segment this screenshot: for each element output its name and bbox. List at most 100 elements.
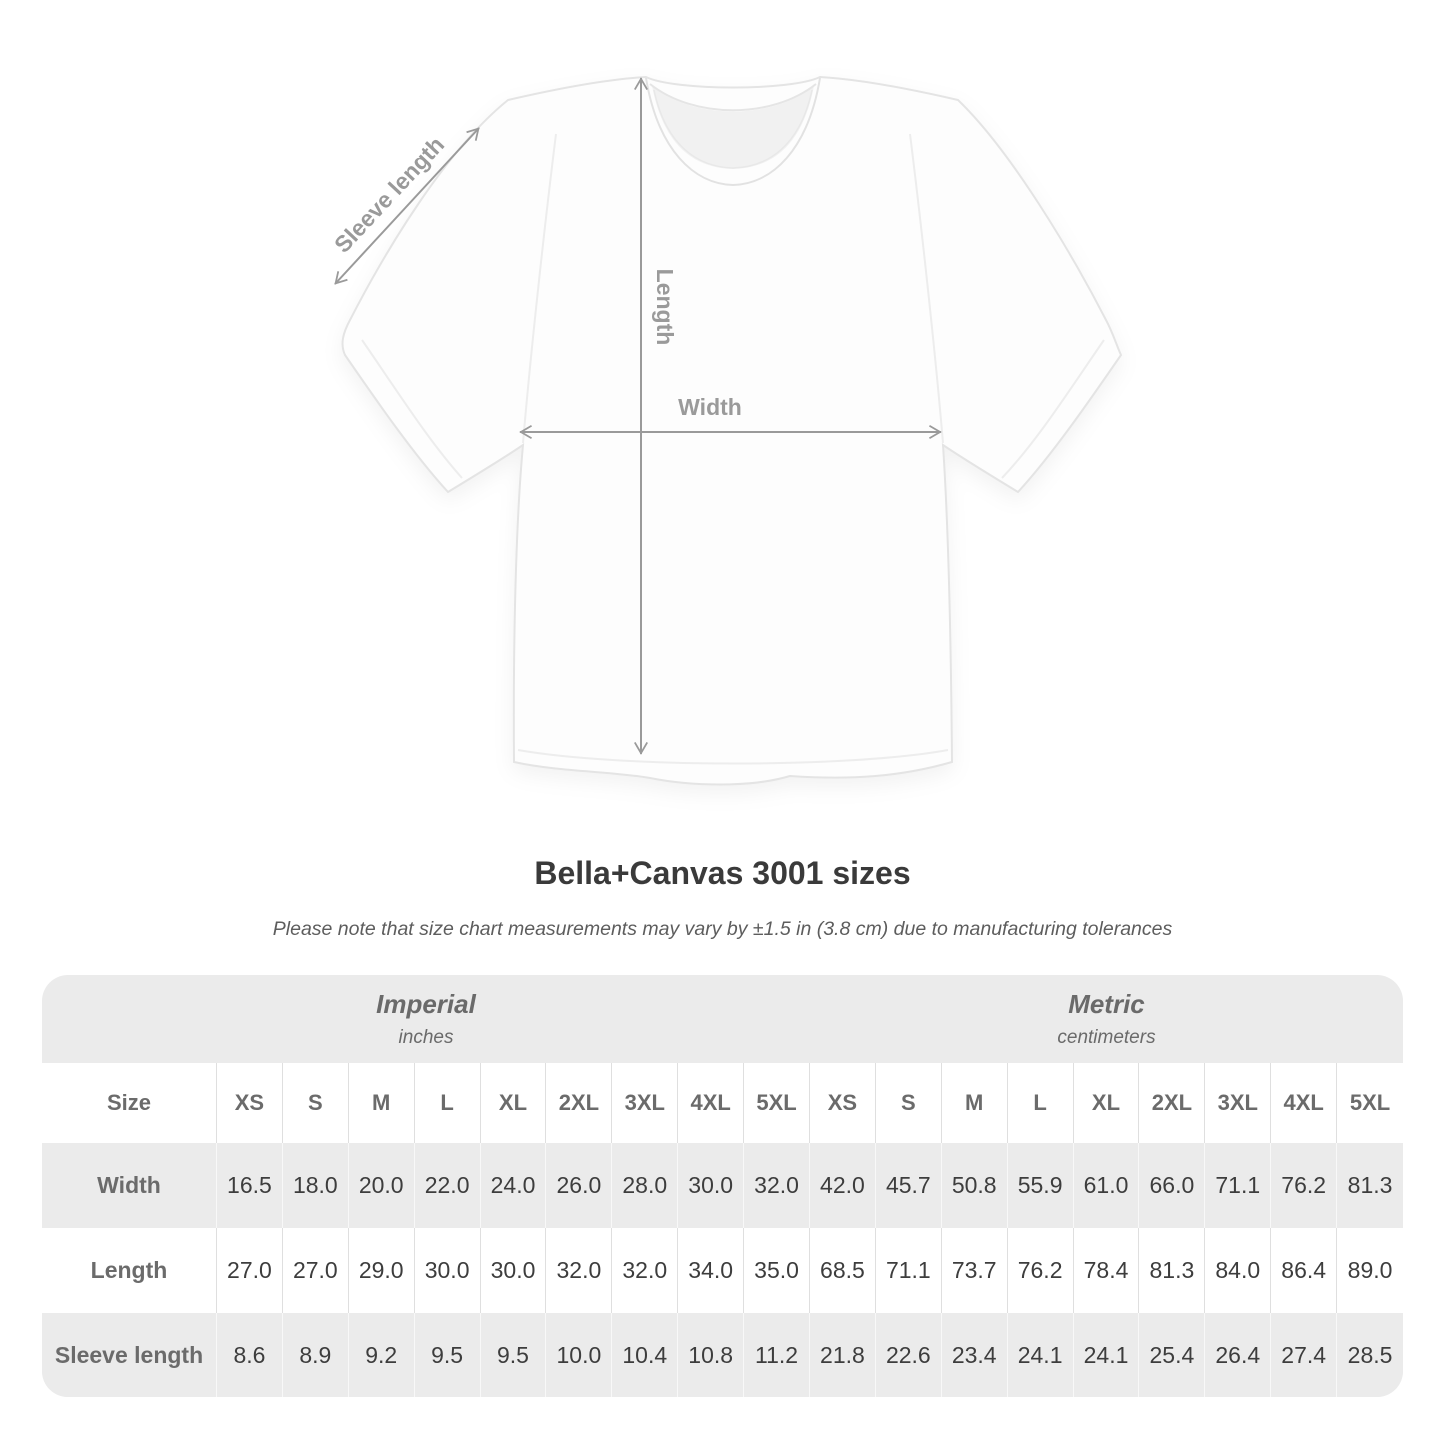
value-cell: 71.1	[875, 1228, 942, 1313]
sleeve-length-arrow	[334, 127, 480, 285]
value-cell: 16.5	[217, 1143, 283, 1228]
size-header-cell: 5XL	[744, 1063, 810, 1143]
size-header-cell: 5XL	[1337, 1063, 1403, 1143]
value-cell: 27.0	[217, 1228, 283, 1313]
value-cell: 29.0	[348, 1228, 415, 1313]
value-cell: 86.4	[1271, 1228, 1338, 1313]
size-header-cell: L	[414, 1063, 481, 1143]
value-cell: 61.0	[1073, 1143, 1140, 1228]
value-cell: 84.0	[1205, 1228, 1272, 1313]
width-label: Width	[678, 394, 742, 420]
value-cell: 55.9	[1007, 1143, 1074, 1228]
value-cell: 24.1	[1073, 1313, 1140, 1397]
tshirt-diagram: Sleeve length Length Width	[329, 75, 1123, 786]
value-cell: 76.2	[1271, 1143, 1338, 1228]
size-header-cell: XL	[1073, 1063, 1140, 1143]
imperial-unit: inches	[398, 1027, 454, 1048]
value-cell: 28.5	[1337, 1313, 1403, 1397]
value-cell: 76.2	[1007, 1228, 1074, 1313]
size-header-cell: S	[282, 1063, 349, 1143]
size-table-grid: Imperial inches Metric centimeters Size X…	[42, 975, 1403, 1397]
row-label: Length	[42, 1228, 217, 1313]
metric-group-header: Metric centimeters	[810, 975, 1403, 1063]
value-cell: 68.5	[809, 1228, 876, 1313]
value-cell: 10.4	[612, 1313, 679, 1397]
size-header-cell: M	[348, 1063, 415, 1143]
collar-outer-seam	[645, 77, 821, 187]
value-cell: 20.0	[348, 1143, 415, 1228]
size-header-cell: 2XL	[1139, 1063, 1206, 1143]
value-cell: 50.8	[941, 1143, 1008, 1228]
value-cell: 24.0	[480, 1143, 547, 1228]
measurement-arrows	[334, 77, 942, 755]
size-header-cell: 2XL	[546, 1063, 613, 1143]
size-header-cell: L	[1007, 1063, 1074, 1143]
size-header-cell: XS	[217, 1063, 283, 1143]
neck-opening	[652, 86, 814, 169]
imperial-label: Imperial	[376, 989, 476, 1019]
value-cell: 26.4	[1205, 1313, 1272, 1397]
value-cell: 25.4	[1139, 1313, 1206, 1397]
value-cell: 42.0	[809, 1143, 876, 1228]
value-cell: 81.3	[1337, 1143, 1403, 1228]
size-header-cell: 4XL	[1271, 1063, 1338, 1143]
tshirt-illustration	[341, 75, 1123, 786]
value-cell: 73.7	[941, 1228, 1008, 1313]
value-cell: 30.0	[678, 1143, 745, 1228]
value-cell: 9.2	[348, 1313, 415, 1397]
tshirt-outline	[341, 75, 1123, 786]
value-cell: 24.1	[1007, 1313, 1074, 1397]
collar-inner-seam	[653, 89, 813, 169]
row-label: Sleeve length	[42, 1313, 217, 1397]
value-cell: 32.0	[612, 1228, 679, 1313]
left-cuff-hem	[361, 339, 463, 479]
value-cell: 71.1	[1205, 1143, 1272, 1228]
length-label: Length	[652, 269, 678, 346]
page-title: Bella+Canvas 3001 sizes	[534, 855, 911, 891]
value-cell: 21.8	[809, 1313, 876, 1397]
size-header-cell: M	[941, 1063, 1008, 1143]
value-cell: 81.3	[1139, 1228, 1206, 1313]
metric-label: Metric	[1068, 989, 1145, 1019]
value-cell: 10.0	[546, 1313, 613, 1397]
size-header-cell: XS	[809, 1063, 876, 1143]
value-cell: 32.0	[546, 1228, 613, 1313]
size-table-card: Imperial inches Metric centimeters Size X…	[42, 975, 1403, 1397]
value-cell: 66.0	[1139, 1143, 1206, 1228]
value-cell: 9.5	[480, 1313, 547, 1397]
value-cell: 18.0	[282, 1143, 349, 1228]
value-cell: 27.0	[282, 1228, 349, 1313]
left-sleeve-seam	[522, 133, 557, 444]
value-cell: 28.0	[612, 1143, 679, 1228]
value-cell: 22.0	[414, 1143, 481, 1228]
value-cell: 89.0	[1337, 1228, 1403, 1313]
size-header-cell: XL	[480, 1063, 547, 1143]
value-cell: 26.0	[546, 1143, 613, 1228]
value-cell: 10.8	[678, 1313, 745, 1397]
value-cell: 11.2	[744, 1313, 810, 1397]
value-cell: 30.0	[480, 1228, 547, 1313]
value-cell: 8.6	[217, 1313, 283, 1397]
right-cuff-hem	[1001, 339, 1105, 479]
value-cell: 23.4	[941, 1313, 1008, 1397]
value-cell: 9.5	[414, 1313, 481, 1397]
value-cell: 45.7	[875, 1143, 942, 1228]
right-sleeve-seam	[909, 133, 944, 444]
value-cell: 35.0	[744, 1228, 810, 1313]
imperial-group-header: Imperial inches	[42, 975, 810, 1063]
value-cell: 34.0	[678, 1228, 745, 1313]
size-header-cell: 3XL	[1205, 1063, 1272, 1143]
row-label: Width	[42, 1143, 217, 1228]
size-header-cell: 4XL	[678, 1063, 745, 1143]
value-cell: 78.4	[1073, 1228, 1140, 1313]
value-cell: 8.9	[282, 1313, 349, 1397]
metric-unit: centimeters	[1057, 1027, 1156, 1048]
size-header-cell: S	[875, 1063, 942, 1143]
bottom-hem-line	[517, 749, 949, 765]
corner-size-label: Size	[42, 1063, 217, 1143]
value-cell: 30.0	[414, 1228, 481, 1313]
tolerance-note: Please note that size chart measurements…	[272, 918, 1173, 940]
back-collar-line	[649, 83, 817, 112]
value-cell: 32.0	[744, 1143, 810, 1228]
